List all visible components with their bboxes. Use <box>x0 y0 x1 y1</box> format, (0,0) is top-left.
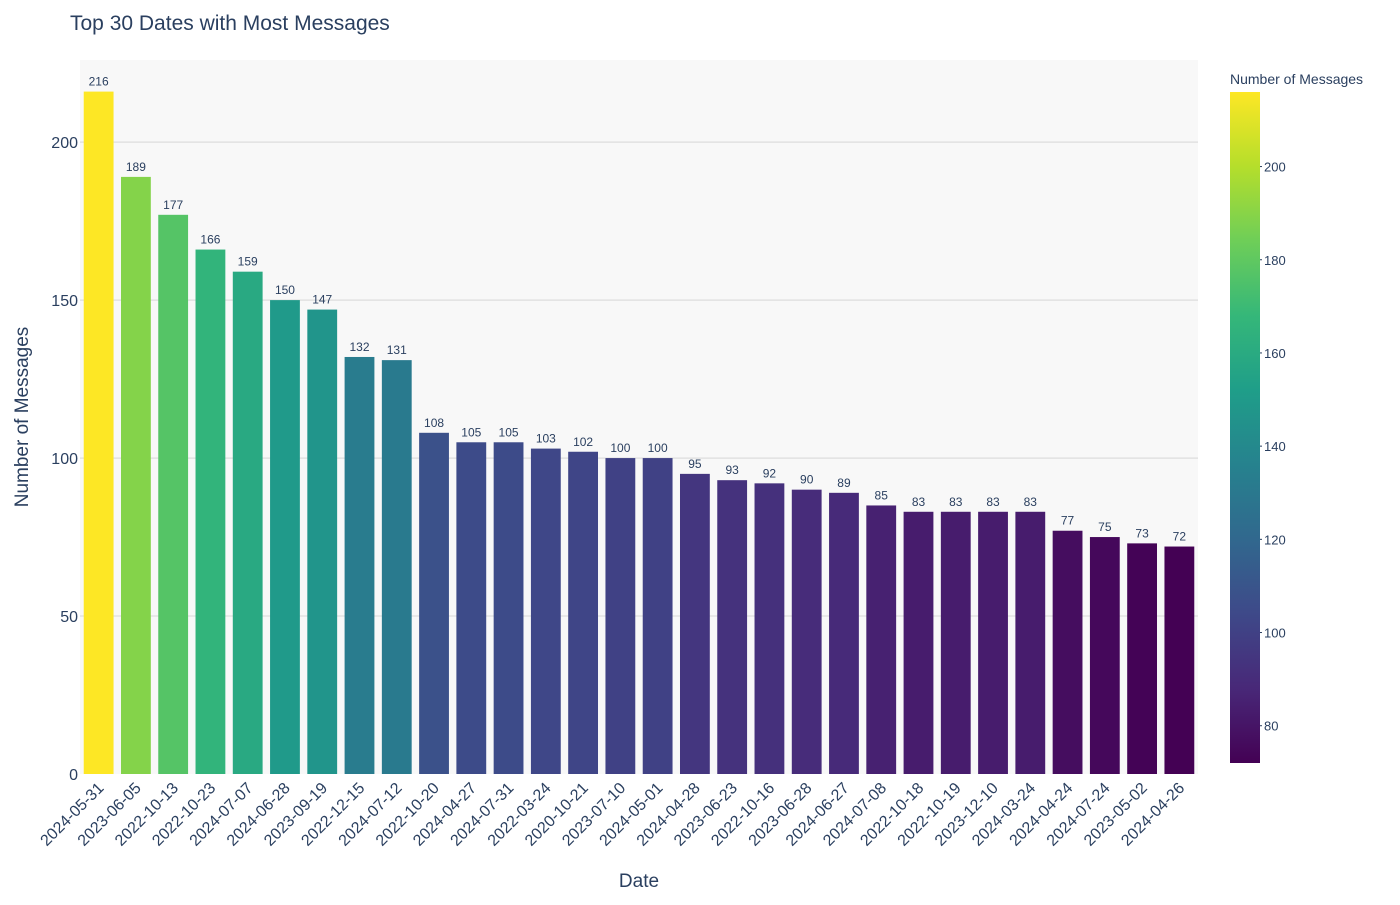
y-tick-label: 100 <box>51 451 78 468</box>
y-tick-label: 0 <box>69 767 78 784</box>
bar-value-label: 216 <box>89 75 109 89</box>
colorbar <box>1230 92 1260 763</box>
bar[interactable] <box>381 360 412 774</box>
bar[interactable] <box>1052 530 1083 774</box>
bar-value-label: 92 <box>763 466 777 480</box>
bar[interactable] <box>866 505 897 774</box>
bar-value-label: 102 <box>573 435 593 449</box>
bar-value-label: 83 <box>912 495 926 509</box>
bar[interactable] <box>83 91 114 775</box>
bar-value-label: 189 <box>126 160 146 174</box>
bar-value-label: 83 <box>949 495 963 509</box>
bar[interactable] <box>642 458 673 774</box>
x-tick-labels: 2024-05-312023-06-052022-10-132022-10-23… <box>38 780 1189 850</box>
colorbar-tick-label: 140 <box>1264 439 1286 454</box>
bar-value-label: 75 <box>1098 520 1112 534</box>
bar[interactable] <box>530 448 561 774</box>
bar[interactable] <box>605 458 636 774</box>
colorbar-tick-label: 120 <box>1264 532 1286 547</box>
plot-area <box>80 60 1198 774</box>
y-tick-label: 150 <box>51 293 78 310</box>
bar-value-label: 89 <box>837 476 851 490</box>
bar[interactable] <box>978 511 1008 774</box>
data-labels: 216 189 177 166 159 150 147 132 131 108 105 105 103 1… <box>89 75 1187 544</box>
bars <box>83 91 1195 775</box>
bar[interactable] <box>829 492 859 774</box>
bar[interactable] <box>1127 543 1158 774</box>
colorbar-tick-label: 160 <box>1264 346 1286 361</box>
bar-value-label: 108 <box>424 416 444 430</box>
colorbar-title: Number of Messages <box>1230 71 1363 87</box>
bar[interactable] <box>493 442 524 774</box>
y-tick-label: 200 <box>51 135 78 152</box>
bar-value-label: 150 <box>275 283 295 297</box>
colorbar-tick-label: 180 <box>1264 253 1286 268</box>
bar[interactable] <box>307 309 338 774</box>
bar[interactable] <box>940 511 971 774</box>
bar-value-label: 132 <box>349 340 369 354</box>
bar-value-label: 73 <box>1135 526 1149 540</box>
colorbar-tick-label: 80 <box>1264 719 1278 734</box>
bar-value-label: 131 <box>387 343 407 357</box>
bar-value-label: 72 <box>1173 530 1187 544</box>
colorbar-tick-labels: 80 100 120 140 160 180 200 <box>1260 160 1286 734</box>
bar-value-label: 166 <box>200 233 220 247</box>
bar-value-label: 93 <box>725 463 739 477</box>
grid-lines <box>80 141 1198 617</box>
bar-value-label: 83 <box>1024 495 1038 509</box>
bar[interactable] <box>270 300 300 774</box>
bar[interactable] <box>158 214 189 775</box>
colorbar-tick-label: 200 <box>1264 160 1286 175</box>
bar[interactable] <box>120 176 151 774</box>
colorbar-tick-label: 100 <box>1264 626 1286 641</box>
bar[interactable] <box>195 249 226 775</box>
bar-value-label: 77 <box>1061 514 1075 528</box>
y-tick-label: 50 <box>60 609 78 626</box>
bar[interactable] <box>754 483 785 774</box>
bar[interactable] <box>903 511 934 774</box>
bar[interactable] <box>1164 546 1195 774</box>
bar[interactable] <box>344 356 375 774</box>
bar[interactable] <box>568 451 599 774</box>
bar-value-label: 95 <box>688 457 702 471</box>
bar[interactable] <box>1015 511 1046 774</box>
bar[interactable] <box>456 442 487 774</box>
bar-value-label: 100 <box>648 441 668 455</box>
x-axis-title: Date <box>619 871 659 892</box>
bar-value-label: 90 <box>800 473 814 487</box>
bar-value-label: 105 <box>461 425 481 439</box>
bar[interactable] <box>232 271 263 774</box>
bar-value-label: 100 <box>610 441 630 455</box>
bar-value-label: 177 <box>163 198 183 212</box>
y-axis-title: Number of Messages <box>12 327 33 508</box>
bar-value-label: 83 <box>986 495 1000 509</box>
y-tick-labels: 0 50 100 150 200 <box>51 135 78 784</box>
bar[interactable] <box>679 473 710 774</box>
bar[interactable] <box>717 480 748 774</box>
bar[interactable] <box>1089 537 1120 774</box>
bar-value-label: 103 <box>536 432 556 446</box>
bar[interactable] <box>791 489 822 774</box>
bar-value-label: 147 <box>312 293 332 307</box>
chart-title: Top 30 Dates with Most Messages <box>70 12 390 35</box>
bar-value-label: 85 <box>875 488 889 502</box>
bar-value-label: 159 <box>238 255 258 269</box>
bar[interactable] <box>419 432 449 774</box>
bar-value-label: 105 <box>499 425 519 439</box>
